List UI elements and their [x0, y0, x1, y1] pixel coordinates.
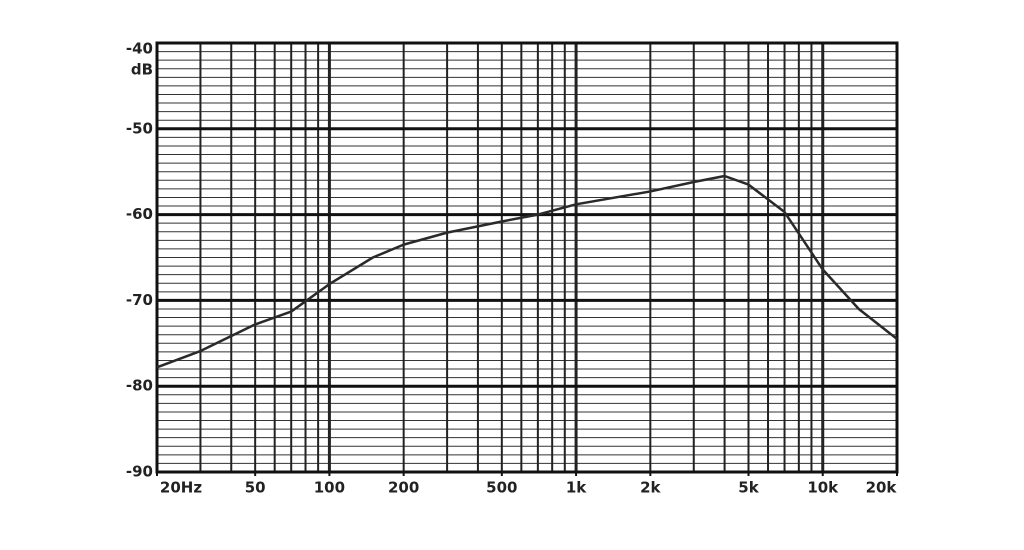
y-tick-label: -40: [126, 40, 153, 58]
x-tick-label: 2k: [640, 479, 661, 497]
x-tick-label: 500: [486, 479, 517, 497]
y-tick-label: -60: [126, 205, 153, 223]
x-tick-label: 5k: [738, 479, 759, 497]
y-tick-label: -70: [126, 291, 153, 309]
x-tick-label: 50: [245, 479, 266, 497]
x-tick-label: 100: [314, 479, 345, 497]
x-tick-label: 10k: [807, 479, 839, 497]
x-tick-label: 200: [388, 479, 419, 497]
x-tick-label: 20Hz: [160, 479, 202, 497]
response-curve: [156, 174, 898, 369]
y-tick-label: -90: [126, 463, 153, 481]
y-axis-label: dB: [131, 61, 153, 79]
y-tick-label: -50: [126, 119, 153, 137]
x-tick-label: 1k: [566, 479, 587, 497]
y-tick-label: -80: [126, 377, 153, 395]
x-tick-label: 20k: [866, 479, 898, 497]
plot-frame: [155, 41, 899, 474]
